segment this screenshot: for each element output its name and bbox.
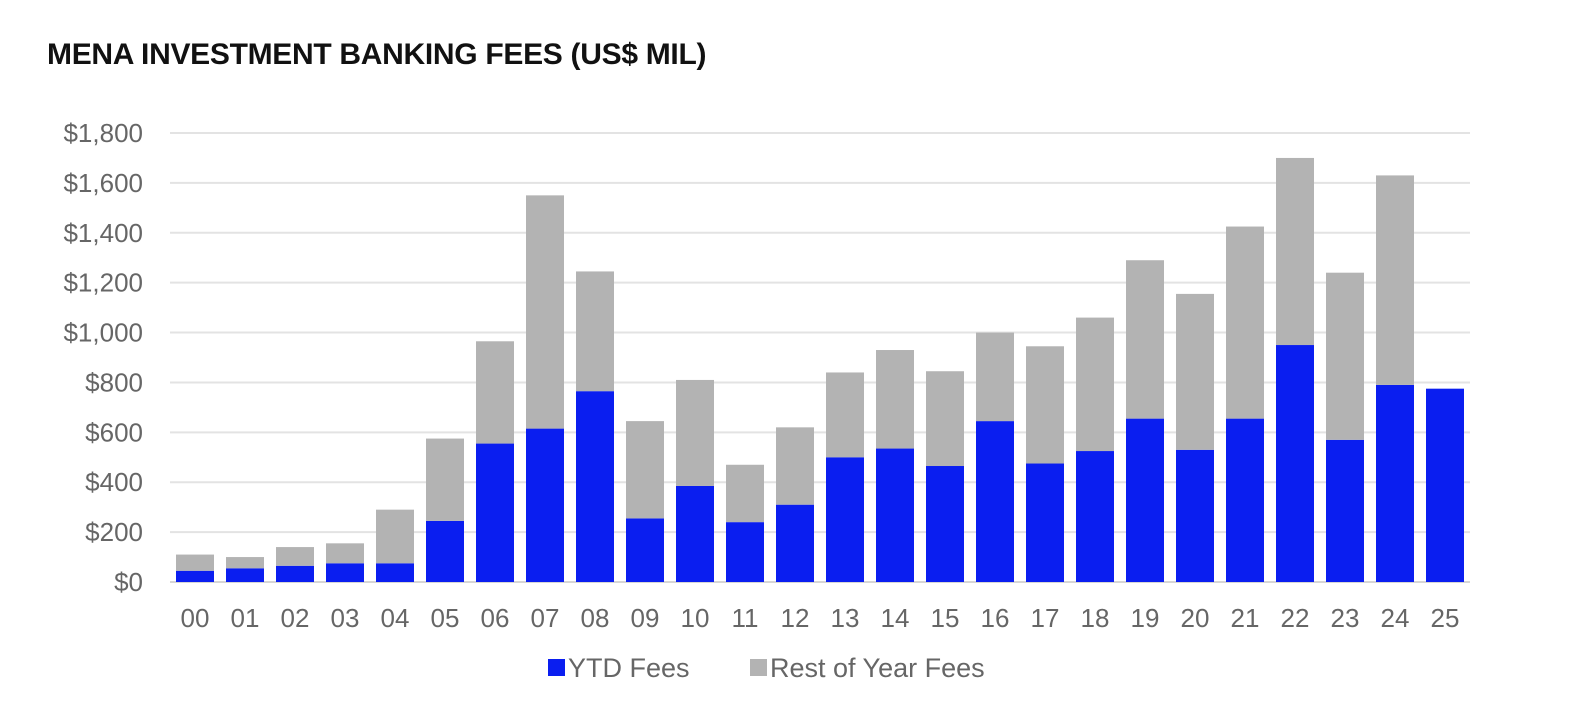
bar-rest-of-year-fees-04	[376, 509, 414, 564]
bar-ytd-fees-21	[1226, 418, 1264, 582]
bar-rest-of-year-fees-20	[1176, 293, 1214, 450]
y-tick-label: $1,600	[63, 168, 143, 198]
x-tick-label: 08	[581, 603, 610, 633]
bar-rest-of-year-fees-21	[1226, 226, 1264, 419]
bar-ytd-fees-15	[926, 466, 964, 582]
bar-rest-of-year-fees-07	[526, 195, 564, 429]
bar-ytd-fees-12	[776, 504, 814, 582]
bars	[176, 157, 1464, 582]
x-tick-label: 19	[1131, 603, 1160, 633]
bar-rest-of-year-fees-23	[1326, 272, 1364, 440]
bar-ytd-fees-14	[876, 448, 914, 582]
bar-ytd-fees-11	[726, 522, 764, 582]
bar-rest-of-year-fees-03	[326, 543, 364, 564]
bar-rest-of-year-fees-09	[626, 421, 664, 519]
bar-ytd-fees-18	[1076, 451, 1114, 582]
x-tick-label: 07	[531, 603, 560, 633]
bar-ytd-fees-08	[576, 391, 614, 582]
y-tick-label: $1,200	[63, 268, 143, 298]
x-tick-label: 22	[1281, 603, 1310, 633]
bar-ytd-fees-01	[226, 568, 264, 582]
bar-rest-of-year-fees-22	[1276, 157, 1314, 346]
chart-title: MENA INVESTMENT BANKING FEES (US$ MIL)	[47, 38, 707, 71]
y-tick-label: $400	[85, 467, 143, 497]
x-tick-label: 05	[431, 603, 460, 633]
x-tick-label: 09	[631, 603, 660, 633]
x-tick-label: 01	[231, 603, 260, 633]
x-tick-label: 04	[381, 603, 410, 633]
y-tick-label: $0	[114, 567, 143, 597]
y-tick-label: $1,800	[63, 118, 143, 148]
bar-ytd-fees-00	[176, 570, 214, 582]
x-tick-label: 06	[481, 603, 510, 633]
bar-ytd-fees-22	[1276, 345, 1314, 582]
legend-label-ytd-fees: YTD Fees	[568, 653, 690, 683]
bar-rest-of-year-fees-11	[726, 464, 764, 523]
x-tick-label: 10	[681, 603, 710, 633]
bar-rest-of-year-fees-18	[1076, 317, 1114, 452]
bar-ytd-fees-04	[376, 563, 414, 582]
x-tick-label: 12	[781, 603, 810, 633]
x-tick-label: 02	[281, 603, 310, 633]
x-tick-label: 23	[1331, 603, 1360, 633]
bar-ytd-fees-19	[1126, 418, 1164, 582]
bar-rest-of-year-fees-02	[276, 547, 314, 566]
y-tick-label: $200	[85, 517, 143, 547]
bar-rest-of-year-fees-12	[776, 427, 814, 505]
x-tick-label: 18	[1081, 603, 1110, 633]
bar-ytd-fees-10	[676, 485, 714, 582]
bar-rest-of-year-fees-10	[676, 379, 714, 486]
x-tick-label: 15	[931, 603, 960, 633]
bar-ytd-fees-02	[276, 565, 314, 582]
bar-ytd-fees-06	[476, 443, 514, 582]
x-tick-label: 13	[831, 603, 860, 633]
bar-ytd-fees-09	[626, 518, 664, 582]
bar-ytd-fees-05	[426, 520, 464, 582]
bar-ytd-fees-16	[976, 421, 1014, 582]
bar-ytd-fees-03	[326, 563, 364, 582]
y-axis-tick-labels: $0 $200 $400 $600 $800 $1,000 $1,200 $1,400 $1,6…	[63, 118, 143, 597]
bar-rest-of-year-fees-00	[176, 554, 214, 571]
bar-ytd-fees-17	[1026, 463, 1064, 582]
bar-rest-of-year-fees-17	[1026, 346, 1064, 464]
bar-ytd-fees-07	[526, 428, 564, 582]
bar-rest-of-year-fees-24	[1376, 175, 1414, 385]
x-tick-label: 21	[1231, 603, 1260, 633]
legend-swatch-ytd-fees	[548, 659, 565, 676]
x-tick-label: 16	[981, 603, 1010, 633]
x-tick-label: 11	[732, 603, 759, 633]
x-tick-label: 24	[1381, 603, 1410, 633]
bar-rest-of-year-fees-08	[576, 271, 614, 392]
y-tick-label: $800	[85, 367, 143, 397]
bar-ytd-fees-25	[1426, 388, 1464, 582]
legend-label-rest-of-year-fees: Rest of Year Fees	[770, 653, 985, 683]
bar-ytd-fees-24	[1376, 384, 1414, 582]
legend: YTD Fees Rest of Year Fees	[548, 653, 985, 683]
x-tick-label: 00	[181, 603, 210, 633]
x-tick-label: 14	[881, 603, 910, 633]
bar-rest-of-year-fees-06	[476, 341, 514, 444]
y-tick-label: $1,400	[63, 218, 143, 248]
x-tick-label: 03	[331, 603, 360, 633]
y-tick-label: $600	[85, 417, 143, 447]
x-tick-label: 20	[1181, 603, 1210, 633]
bar-ytd-fees-23	[1326, 439, 1364, 582]
bar-rest-of-year-fees-16	[976, 332, 1014, 422]
x-tick-label: 17	[1031, 603, 1060, 633]
x-axis-tick-labels: 00 01 02 03 04 05 06 07 08 09 10 11 12 13 14 15 16 17 18 19…	[181, 603, 1460, 633]
gridlines	[170, 132, 1470, 583]
bar-rest-of-year-fees-19	[1126, 260, 1164, 419]
bar-rest-of-year-fees-13	[826, 372, 864, 458]
bar-rest-of-year-fees-15	[926, 371, 964, 467]
bar-ytd-fees-20	[1176, 449, 1214, 582]
y-tick-label: $1,000	[63, 318, 143, 348]
x-tick-label: 25	[1431, 603, 1460, 633]
bar-ytd-fees-13	[826, 457, 864, 582]
bar-rest-of-year-fees-14	[876, 350, 914, 449]
bar-rest-of-year-fees-01	[226, 557, 264, 569]
legend-swatch-rest-of-year-fees	[750, 659, 767, 676]
bar-rest-of-year-fees-05	[426, 438, 464, 521]
